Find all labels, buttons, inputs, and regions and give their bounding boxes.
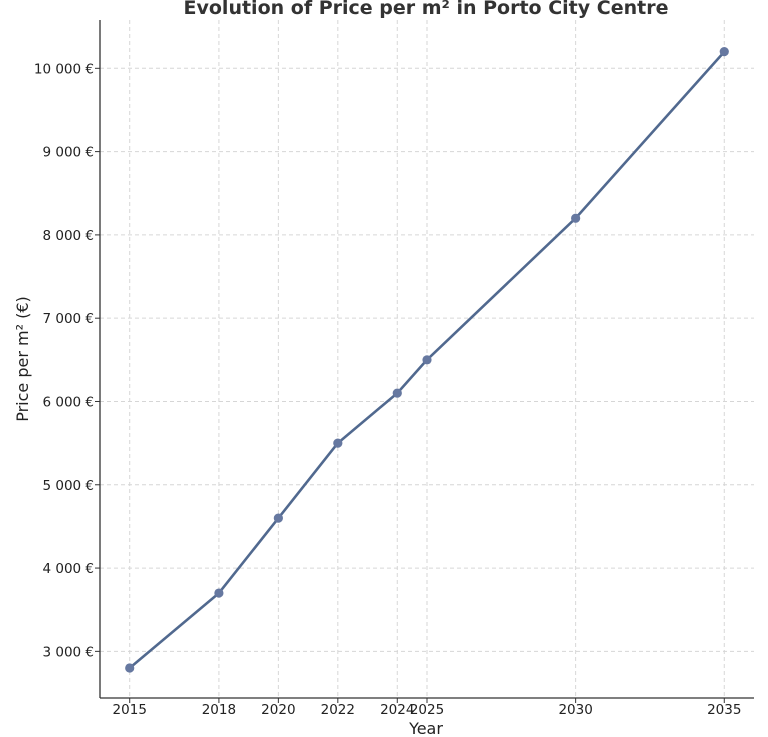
data-point-2020 (274, 513, 283, 522)
x-tick-label-3: 2022 (321, 702, 355, 718)
x-tick-label-7: 2035 (707, 702, 741, 718)
y-tick-label-4: 7 000 € (42, 311, 94, 327)
y-tick-label-5: 8 000 € (42, 228, 94, 244)
data-point-2025 (422, 355, 431, 364)
chart-title: Evolution of Price per m² in Porto City … (184, 0, 669, 19)
y-tick-label-1: 4 000 € (42, 561, 94, 577)
data-point-2035 (720, 47, 729, 56)
data-point-2024 (393, 389, 402, 398)
data-point-2022 (333, 439, 342, 448)
x-tick-label-1: 2018 (202, 702, 236, 718)
x-tick-label-5: 2025 (410, 702, 444, 718)
y-tick-label-0: 3 000 € (42, 644, 94, 660)
data-point-2018 (214, 588, 223, 597)
y-tick-label-6: 9 000 € (42, 145, 94, 161)
x-axis-label: Year (408, 719, 443, 737)
x-tick-label-6: 2030 (558, 702, 592, 718)
y-tick-label-7: 10 000 € (34, 61, 94, 77)
data-point-2030 (571, 214, 580, 223)
y-axis-label: Price per m² (€) (13, 296, 32, 422)
y-tick-label-2: 5 000 € (42, 478, 94, 494)
y-tick-label-3: 6 000 € (42, 394, 94, 410)
data-point-2015 (125, 663, 134, 672)
x-tick-label-0: 2015 (113, 702, 147, 718)
x-tick-label-2: 2020 (261, 702, 295, 718)
